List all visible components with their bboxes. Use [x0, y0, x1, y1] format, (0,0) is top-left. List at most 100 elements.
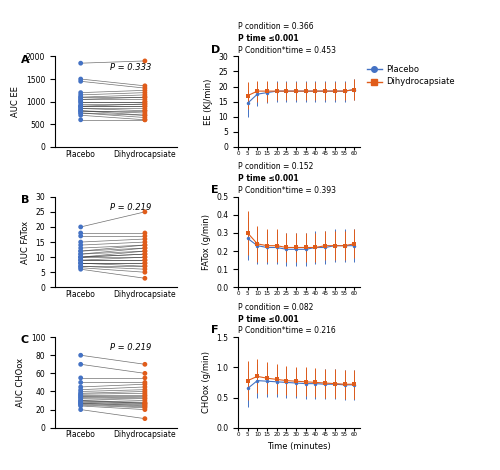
Point: [76, 257, 84, 264]
Point: [76, 107, 84, 115]
Point: [141, 369, 149, 377]
Legend: Placebo, Dihydrocapsiate: Placebo, Dihydrocapsiate: [366, 65, 454, 86]
Point: [76, 247, 84, 255]
Point: [76, 257, 84, 264]
Text: P Condition*time = 0.393: P Condition*time = 0.393: [238, 186, 336, 195]
Point: [76, 360, 84, 368]
Point: [141, 238, 149, 246]
Point: [76, 397, 84, 404]
Text: P time ≤0.001: P time ≤0.001: [238, 34, 298, 43]
Point: [76, 96, 84, 103]
Point: [76, 89, 84, 96]
Point: [76, 241, 84, 249]
Point: [76, 247, 84, 255]
Point: [141, 82, 149, 90]
Point: [141, 386, 149, 393]
Point: [141, 262, 149, 270]
Point: [141, 374, 149, 382]
Text: P = 0.333: P = 0.333: [110, 63, 152, 72]
Point: [76, 259, 84, 267]
Point: [141, 266, 149, 273]
Point: [76, 253, 84, 261]
Point: [76, 253, 84, 261]
Text: B: B: [21, 195, 29, 205]
Text: D: D: [211, 45, 220, 55]
Y-axis label: AUC EE: AUC EE: [12, 86, 20, 117]
Text: P time: P time: [0, 469, 1, 470]
Y-axis label: AUC FATox: AUC FATox: [21, 220, 30, 264]
Text: E: E: [211, 185, 219, 195]
Point: [76, 98, 84, 105]
Point: [76, 229, 84, 237]
Point: [76, 393, 84, 400]
Point: [76, 257, 84, 264]
Text: P time ≤0.001: P time ≤0.001: [238, 34, 298, 43]
Point: [76, 109, 84, 117]
Text: P time ≤0.001: P time ≤0.001: [238, 314, 298, 323]
Point: [141, 259, 149, 267]
Point: [76, 59, 84, 67]
Point: [76, 264, 84, 272]
Point: [141, 415, 149, 423]
Point: [141, 259, 149, 267]
Point: [141, 100, 149, 108]
Point: [76, 102, 84, 110]
Point: [76, 352, 84, 359]
Text: P time ≤0.001: P time ≤0.001: [238, 174, 298, 183]
Point: [76, 253, 84, 261]
Point: [141, 400, 149, 407]
Point: [76, 109, 84, 117]
Point: [141, 109, 149, 117]
Point: [141, 116, 149, 124]
Point: [141, 94, 149, 101]
Point: [141, 107, 149, 115]
Point: [76, 259, 84, 267]
Point: [141, 96, 149, 103]
Point: [76, 266, 84, 273]
Point: [141, 94, 149, 101]
Point: [141, 402, 149, 410]
Point: [141, 247, 149, 255]
Point: [76, 400, 84, 407]
Text: P time ≤0.001: P time ≤0.001: [238, 174, 298, 183]
Point: [141, 388, 149, 395]
Point: [141, 102, 149, 110]
Point: [76, 251, 84, 258]
Point: [141, 241, 149, 249]
Point: [141, 244, 149, 252]
Point: [76, 105, 84, 112]
Point: [141, 383, 149, 391]
Point: [141, 107, 149, 115]
Text: F: F: [211, 325, 218, 335]
Point: [76, 96, 84, 103]
Point: [141, 253, 149, 261]
Point: [76, 401, 84, 409]
Point: [141, 406, 149, 413]
Point: [141, 251, 149, 258]
Text: P time ≤0.001: P time ≤0.001: [238, 314, 298, 323]
Point: [76, 238, 84, 246]
Point: [76, 91, 84, 99]
Point: [141, 257, 149, 264]
Point: [76, 232, 84, 240]
Point: [76, 105, 84, 112]
Point: [141, 253, 149, 261]
Point: [141, 274, 149, 282]
Point: [141, 57, 149, 65]
Text: P condition = 0.366: P condition = 0.366: [238, 22, 314, 31]
Point: [141, 251, 149, 258]
Point: [76, 262, 84, 270]
Point: [141, 381, 149, 388]
Point: [141, 229, 149, 237]
Point: [141, 116, 149, 124]
Point: [141, 257, 149, 264]
Point: [76, 397, 84, 404]
Point: [141, 379, 149, 386]
Text: P time: P time: [0, 469, 1, 470]
Point: [141, 394, 149, 401]
Point: [76, 116, 84, 124]
Point: [76, 94, 84, 101]
Point: [76, 94, 84, 101]
Point: [76, 107, 84, 115]
Point: [141, 232, 149, 240]
